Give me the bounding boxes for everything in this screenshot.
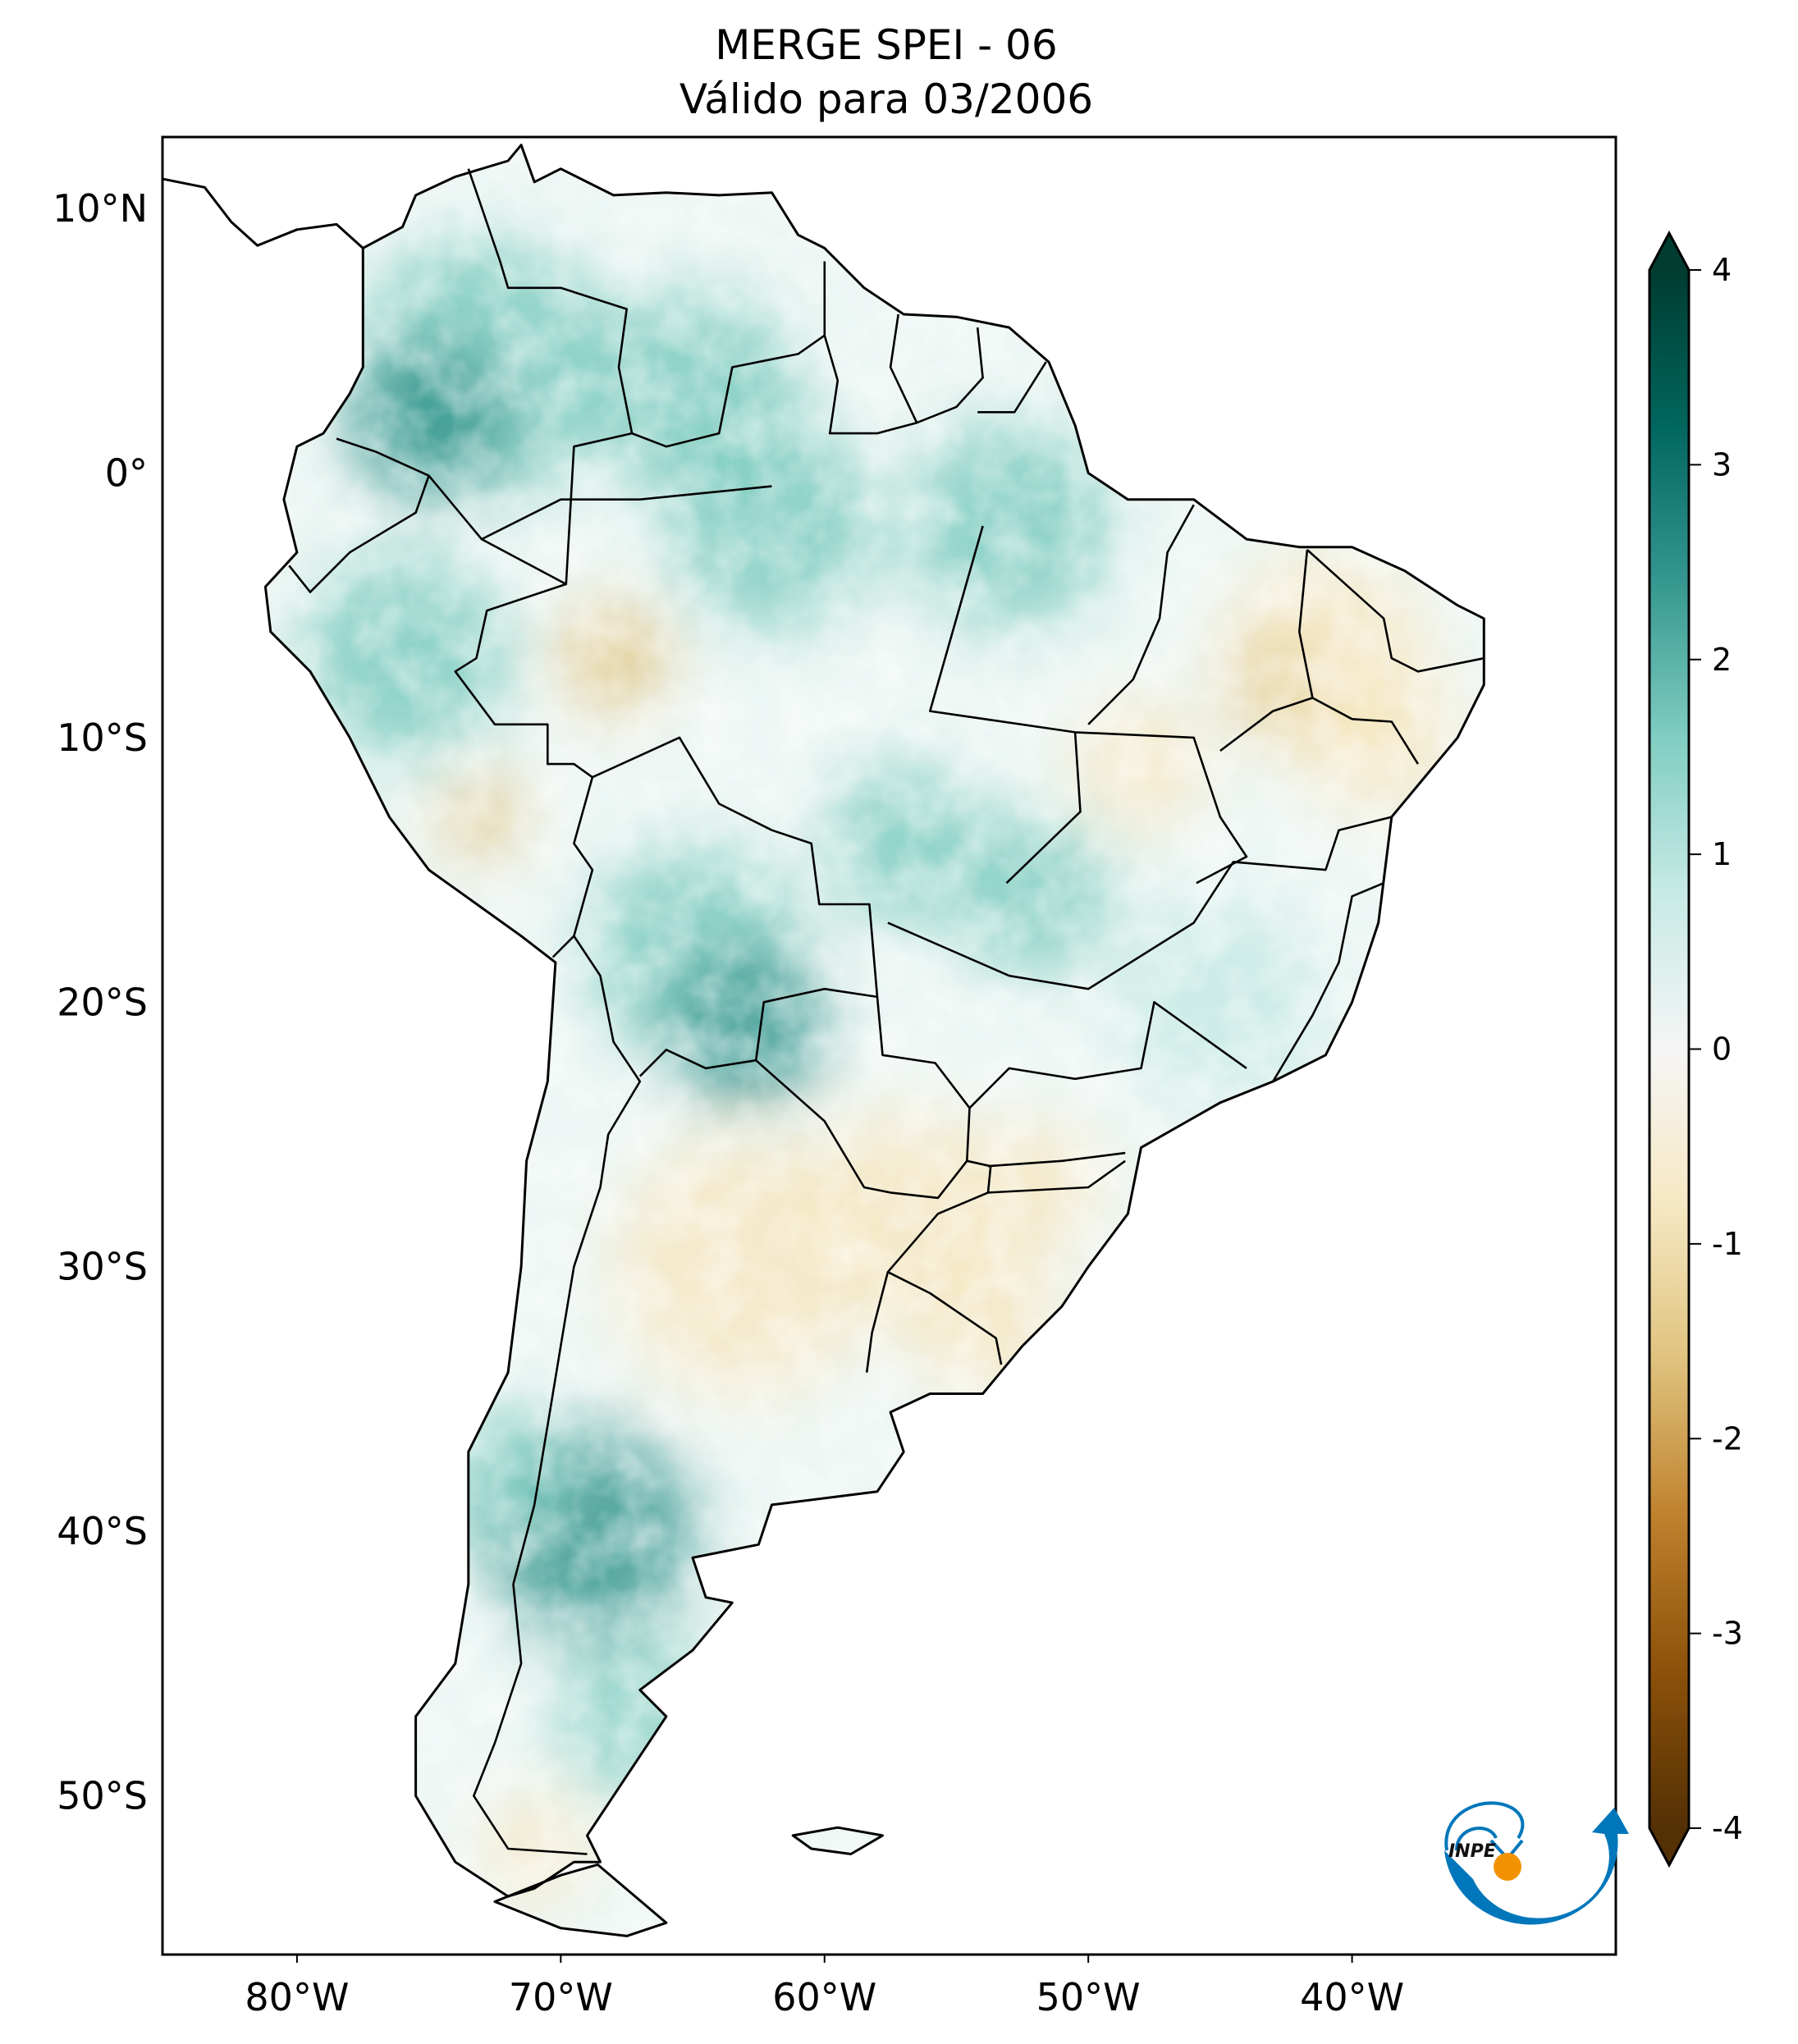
country-border [968, 1001, 1247, 1109]
country-border [473, 935, 642, 1855]
country-border [886, 1159, 1003, 1365]
country-border [929, 525, 1248, 885]
country-border [592, 736, 879, 1077]
country-border [823, 313, 918, 435]
lat-tick-label: 30°S [57, 1245, 148, 1289]
country-border [887, 816, 1393, 990]
lon-tick-label: 70°W [509, 1975, 613, 2019]
tierra-del-fuego [493, 1863, 668, 1937]
country-border [987, 1159, 1126, 1194]
lat-tick-label: 20°S [57, 980, 148, 1024]
country-border [288, 475, 430, 593]
lat-tick-label: 50°S [57, 1774, 148, 1818]
colorbar-tick-label: 4 [1712, 252, 1732, 288]
map-subtitle: Válido para 03/2006 [679, 75, 1094, 123]
map-frame [161, 135, 1617, 1956]
country-border [1306, 549, 1485, 673]
country-border [916, 327, 984, 424]
colorbar-gradient [1649, 270, 1689, 1828]
country-border [865, 1271, 890, 1373]
lat-tick-label: 10°S [57, 716, 148, 760]
country-border [454, 583, 594, 958]
map-title: MERGE SPEI - 06 [715, 21, 1058, 69]
colorbar-tick-label: -2 [1712, 1420, 1743, 1456]
colorbar-extend-max [1649, 233, 1689, 270]
lon-tick-label: 60°W [772, 1975, 876, 2019]
country-border [1005, 732, 1082, 885]
country-border [987, 1151, 1126, 1168]
country-border [1087, 504, 1195, 725]
lon-tick-label: 50°W [1036, 1975, 1141, 2019]
lat-tick-label: 10°N [53, 186, 148, 231]
lon-tick-label: 80°W [245, 1975, 349, 2019]
lon-tick-label: 40°W [1300, 1975, 1404, 2019]
central-america-coast [162, 177, 364, 249]
colorbar-tick-label: 3 [1712, 446, 1732, 482]
colorbar-tick-label: -1 [1712, 1226, 1743, 1262]
country-border [1311, 697, 1420, 765]
logo-text: INPE [1448, 1841, 1496, 1862]
colorbar-tick-label: 0 [1712, 1031, 1732, 1068]
colorbar-tick-label: 1 [1712, 836, 1732, 872]
country-border [977, 361, 1047, 414]
colorbar-extend-min [1649, 1828, 1689, 1865]
falkland-islands [791, 1826, 884, 1855]
inpe-logo: INPE [1444, 1801, 1629, 1925]
colorbar-tick-label: 2 [1712, 642, 1732, 678]
colorbar-tick-label: -4 [1712, 1810, 1743, 1846]
country-border [755, 996, 971, 1200]
lat-tick-label: 40°S [57, 1509, 148, 1553]
country-border [481, 485, 772, 541]
spei-field [265, 144, 1485, 1937]
colorbar-tick-label: -3 [1712, 1616, 1743, 1652]
lat-tick-label: 0° [105, 450, 148, 495]
colorbar: 4 3 2 1 0 -1 -2 -3 -4 [1648, 230, 1743, 1868]
coastline [263, 144, 1485, 1898]
country-border [1272, 882, 1384, 1082]
